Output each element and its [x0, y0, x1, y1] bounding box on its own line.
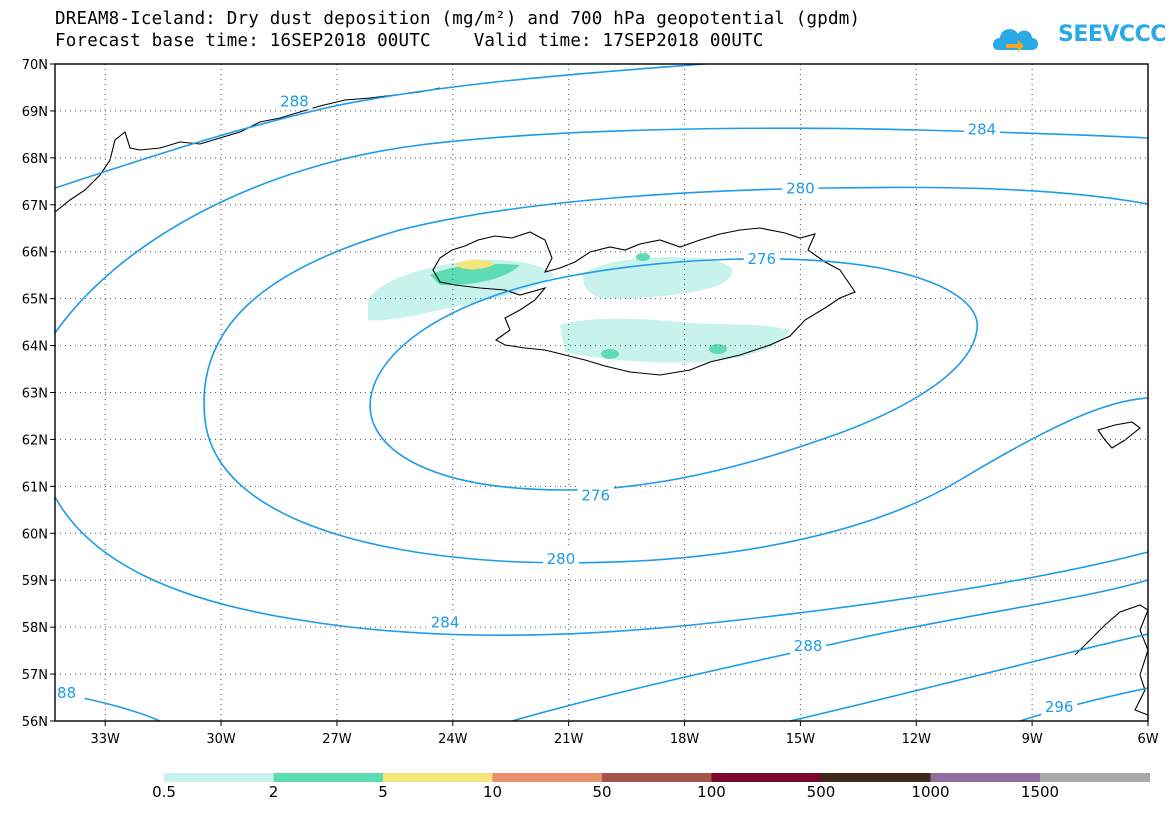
- contour-288-north: [54, 63, 706, 189]
- contour-label-bg: [577, 485, 614, 504]
- contour-276: [369, 258, 979, 491]
- map-frame: [54, 63, 1149, 722]
- map-subtitle: Forecast base time: 16SEP2018 00UTC Vali…: [55, 31, 764, 51]
- dust-spot-3: [636, 253, 650, 261]
- logo-text: SEEVCCC: [1058, 22, 1166, 47]
- colorbar-label: 100: [697, 783, 726, 801]
- colorbar-swatch: [1040, 773, 1150, 782]
- colorbar-swatch: [821, 773, 931, 782]
- lon-label: 15W: [786, 732, 816, 747]
- contour-280: [203, 186, 1149, 564]
- lon-label: 27W: [322, 732, 352, 747]
- colorbar-swatch: [711, 773, 822, 782]
- contour-label-bg: [1041, 696, 1078, 715]
- geopotential-contours: [54, 63, 1149, 722]
- contour-label: 288: [280, 93, 309, 111]
- colorbar-swatch: [164, 773, 274, 782]
- contour-label-bg: [963, 119, 1000, 138]
- contour-label-bg: [427, 612, 464, 631]
- colorbar-label: 10: [482, 783, 503, 801]
- coastlines: [54, 87, 1149, 716]
- lon-label: 30W: [206, 732, 236, 747]
- lat-label: 57N: [22, 668, 48, 683]
- colorbar-label: 1000: [911, 783, 950, 801]
- contour-292: [789, 633, 1149, 722]
- lat-label: 70N: [22, 58, 48, 73]
- lat-label: 61N: [22, 480, 48, 495]
- lat-label: 65N: [22, 293, 48, 308]
- lon-label: 9W: [1022, 732, 1043, 747]
- iceland-coastline: [432, 227, 856, 376]
- lon-label: 18W: [670, 732, 700, 747]
- contour-label-bg: [48, 682, 85, 701]
- lat-label: 66N: [22, 246, 48, 261]
- colorbar-label: 500: [806, 783, 836, 801]
- colorbar-label: 0.5: [152, 783, 176, 801]
- contour-label-bg: [276, 91, 313, 110]
- contour-296: [1019, 687, 1149, 722]
- contour-label: 288: [794, 637, 823, 655]
- contour-label: 284: [431, 613, 460, 631]
- lon-label: 6W: [1137, 732, 1158, 747]
- lat-label: 64N: [22, 340, 48, 355]
- lat-label: 63N: [22, 387, 48, 402]
- colorbar-label: 1500: [1020, 783, 1060, 801]
- colorbar-swatch: [383, 773, 493, 782]
- lat-label: 67N: [22, 199, 48, 214]
- contour-label-bg: [782, 178, 819, 197]
- graticule: [55, 64, 1148, 721]
- contour-labels: 288 284 280 276 276 280 284 288 296 88: [48, 91, 1078, 716]
- dust-area-south: [560, 318, 790, 363]
- dust-area-west: [368, 259, 555, 321]
- lon-label: 21W: [554, 732, 584, 747]
- longitude-labels: 33W 30W 27W 24W 21W 18W 15W 12W 9W 6W: [91, 721, 1159, 747]
- greenland-coastline: [54, 87, 441, 213]
- lat-label: 60N: [22, 527, 48, 542]
- dust-area-yellow: [455, 259, 495, 270]
- colorbar-swatch: [273, 773, 384, 782]
- contour-label: 280: [547, 550, 576, 568]
- contour-label: 88: [57, 684, 76, 702]
- contour-label: 284: [968, 121, 997, 139]
- contour-label: 296: [1045, 698, 1074, 716]
- colorbar-label: 5: [378, 783, 388, 801]
- lat-label: 56N: [22, 715, 48, 730]
- faroe-islands: [1097, 421, 1141, 449]
- lat-label: 69N: [22, 105, 48, 120]
- contour-label-bg: [790, 635, 827, 654]
- colorbar-label: 2: [268, 783, 279, 801]
- lat-label: 68N: [22, 152, 48, 167]
- cloud-logo-icon: [992, 29, 1038, 52]
- colorbar-label: 50: [592, 783, 612, 801]
- contour-label-bg: [743, 248, 780, 267]
- lat-label: 58N: [22, 621, 48, 636]
- lat-label: 59N: [22, 574, 48, 589]
- colorbar-swatch: [602, 773, 712, 782]
- contour-284-outer: [54, 127, 1149, 637]
- contour-label: 276: [581, 487, 610, 505]
- contour-label-bg: [542, 549, 579, 568]
- scotland-coastline: [1074, 604, 1149, 716]
- lon-label: 12W: [902, 732, 932, 747]
- lon-label: 33W: [91, 732, 121, 747]
- map-title: DREAM8-Iceland: Dry dust deposition (mg/…: [55, 9, 861, 29]
- dust-spot-2: [709, 344, 727, 354]
- lon-label: 24W: [438, 732, 468, 747]
- dust-deposition-layer: [368, 253, 790, 363]
- contour-label: 276: [747, 250, 776, 268]
- latitude-labels: 70N 69N 68N 67N 66N 65N 64N 63N 62N 61N 60N 59N 58N 5…: [22, 58, 55, 730]
- colorbar: [164, 773, 1150, 782]
- colorbar-swatch: [492, 773, 603, 782]
- lat-label: 62N: [22, 433, 48, 448]
- contour-label: 280: [786, 179, 815, 197]
- dust-spot-1: [601, 349, 619, 359]
- contour-288-south: [54, 579, 1149, 722]
- colorbar-swatch: [930, 773, 1041, 782]
